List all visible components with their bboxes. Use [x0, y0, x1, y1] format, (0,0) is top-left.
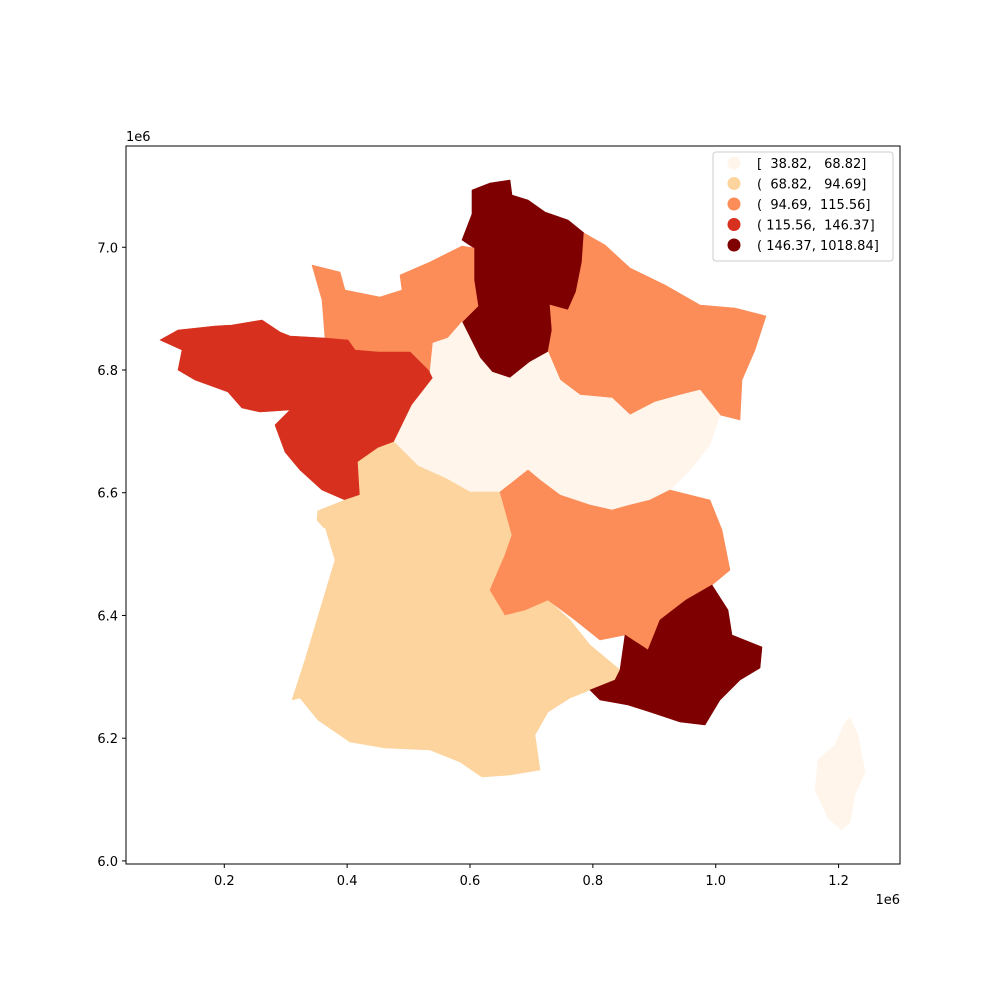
legend-box	[712, 151, 894, 262]
y-tick-label: 6.0	[97, 855, 118, 870]
legend-marker	[727, 156, 741, 170]
y-tick-label: 6.6	[97, 487, 118, 502]
region-occitanie	[299, 589, 621, 778]
legend-label: ( 115.56, 146.37]	[757, 219, 875, 234]
legend-marker	[727, 238, 741, 252]
x-tick-label: 0.4	[337, 874, 358, 889]
axes-frame	[125, 145, 901, 865]
legend-marker	[727, 177, 741, 190]
legend: [ 38.82, 68.82] ( 68.82, 94.69] ( 94.69, 1…	[712, 151, 894, 262]
x-tick-label: 0.2	[214, 874, 235, 889]
legend-entries: [ 38.82, 68.82] ( 68.82, 94.69] ( 94.69, 1…	[727, 156, 879, 254]
legend-label: [ 38.82, 68.82]	[757, 157, 866, 172]
y-tick-label: 6.2	[97, 732, 118, 747]
region-nouvelle-aquitaine-island	[316, 509, 331, 529]
x-tick-label: 0.6	[460, 874, 481, 889]
y-offset-label: 1e6	[126, 130, 151, 145]
x-offset-label: 1e6	[875, 893, 900, 908]
legend-label: ( 68.82, 94.69]	[757, 178, 866, 193]
x-tick-label: 0.8	[583, 874, 604, 889]
y-tick-label: 6.4	[97, 609, 118, 624]
region-provence-alpes-cote-dazur	[589, 584, 763, 726]
x-tick-label: 1.0	[705, 874, 726, 889]
legend-marker	[727, 197, 741, 211]
x-tick-label: 1.2	[828, 874, 849, 889]
x-axis-ticks: 0.2 0.4 0.6 0.8 1.0 1.2	[214, 864, 849, 889]
y-tick-label: 7.0	[97, 241, 118, 256]
region-corse	[814, 717, 866, 831]
legend-label: ( 94.69, 115.56]	[757, 198, 871, 213]
map-regions	[159, 179, 866, 831]
legend-marker	[727, 218, 741, 231]
legend-label: ( 146.37, 1018.84]	[757, 239, 879, 254]
y-tick-label: 6.8	[97, 364, 118, 379]
y-axis-ticks: 6.0 6.2 6.4 6.6 6.8 7.0	[97, 241, 126, 870]
